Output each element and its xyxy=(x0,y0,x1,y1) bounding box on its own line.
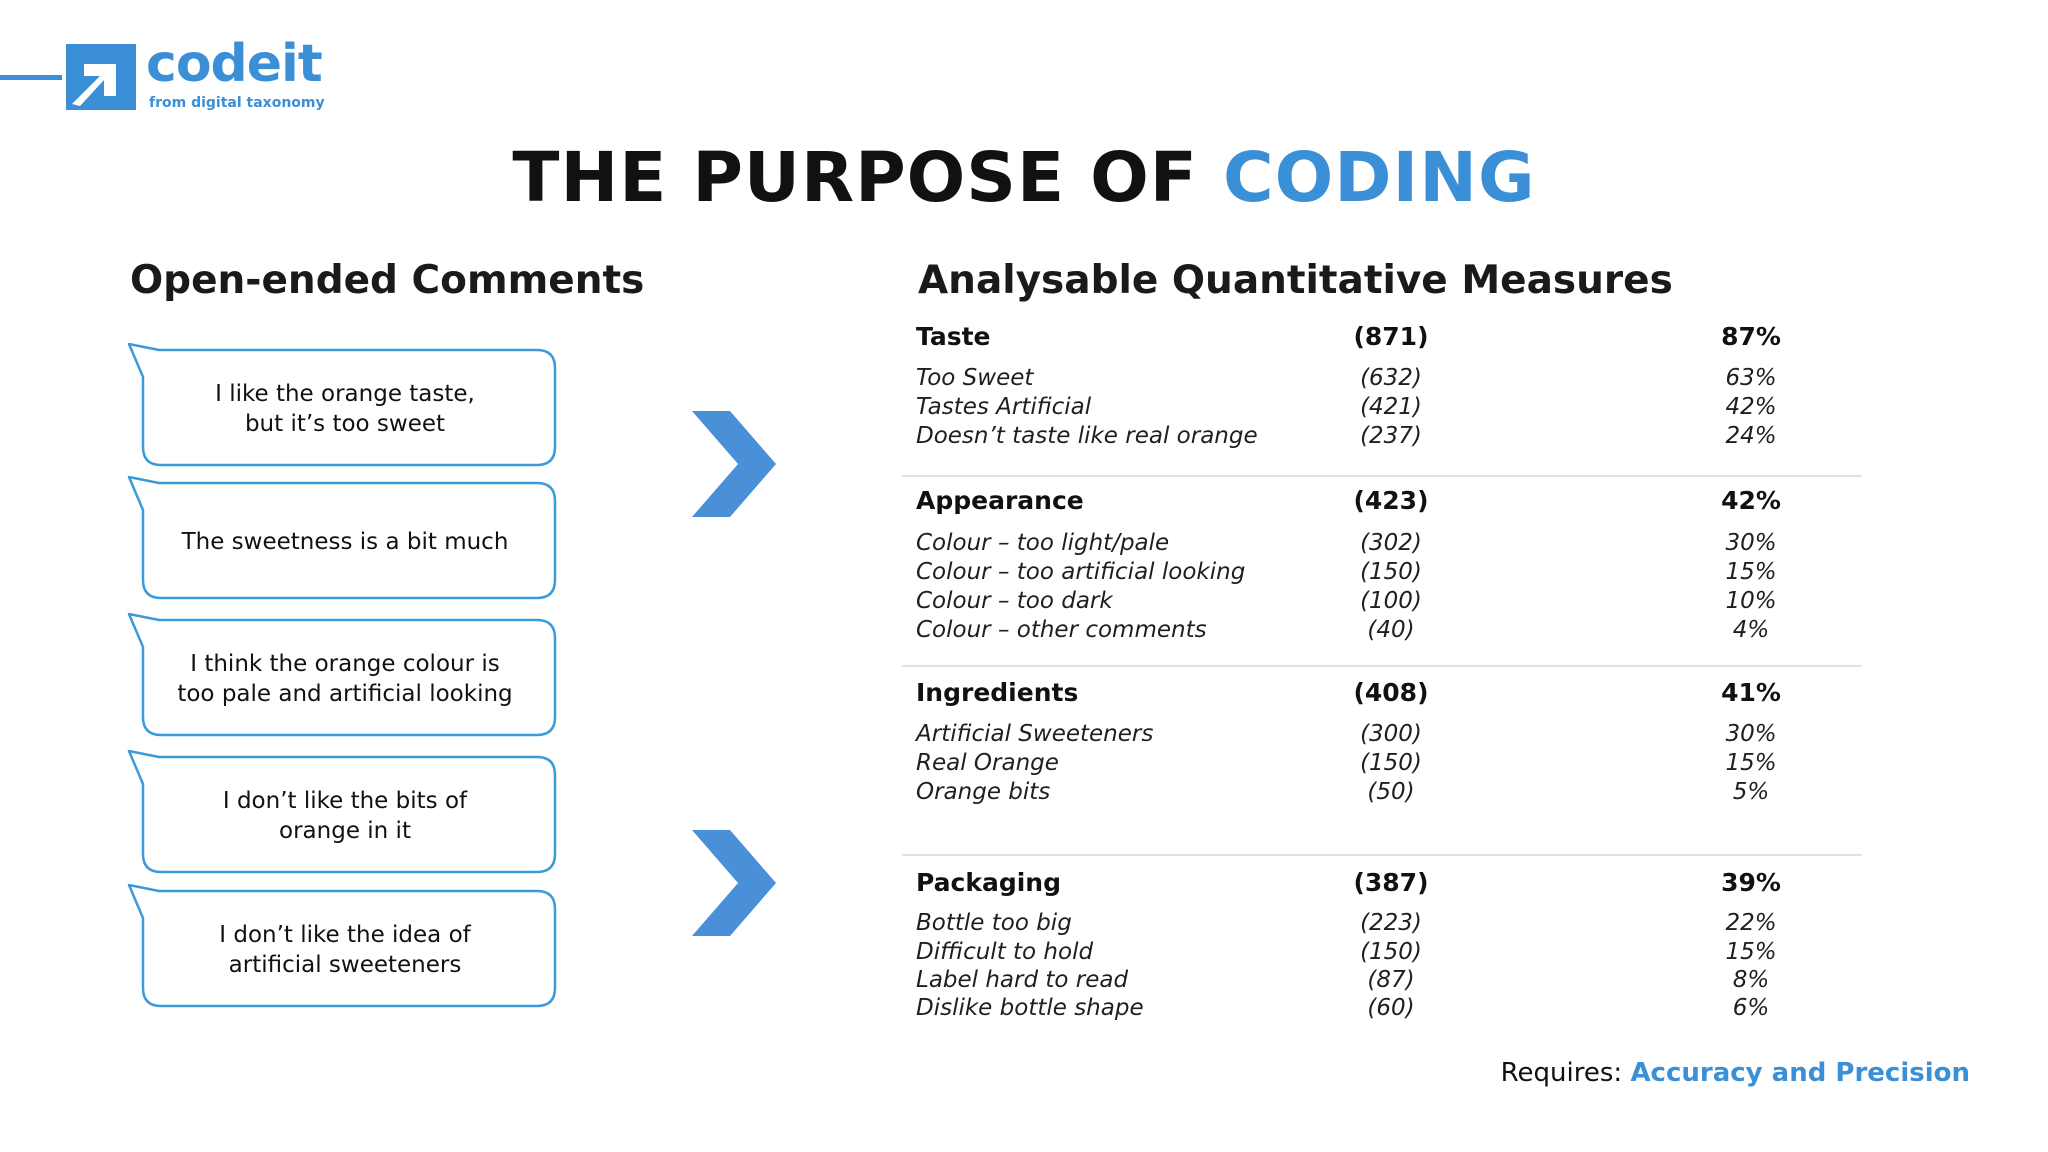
logo-accent-line xyxy=(0,75,62,80)
measure-name: Appearance xyxy=(916,486,1084,515)
item-percent: 8% xyxy=(1732,967,1770,993)
comment-text: I don’t like the idea of artificial sweet… xyxy=(145,892,545,1008)
speech-bubble-shape xyxy=(127,884,557,1008)
item-count: (40) xyxy=(1367,617,1415,643)
item-percent: 4% xyxy=(1732,617,1770,643)
item-count: (150) xyxy=(1360,559,1422,585)
speech-bubble-shape xyxy=(127,613,557,737)
item-count: (302) xyxy=(1360,530,1422,556)
open-ended-heading: Open-ended Comments xyxy=(130,258,645,303)
comment-bubble: I don’t like the bits of orange in it xyxy=(127,750,559,878)
title-part1: THE PURPOSE OF xyxy=(512,138,1198,218)
item-count: (50) xyxy=(1367,779,1415,805)
comment-bubble: The sweetness is a bit much xyxy=(127,476,559,604)
chevron-right-icon xyxy=(692,411,776,517)
quantitative-heading: Analysable Quantitative Measures xyxy=(918,258,1673,303)
comment-line: orange in it xyxy=(279,818,411,844)
measure-percent: 87% xyxy=(1721,322,1781,351)
measure-percent: 39% xyxy=(1721,868,1781,897)
item-name: Colour – too dark xyxy=(916,588,1113,614)
logo-arrow-icon xyxy=(66,44,136,110)
item-percent: 15% xyxy=(1725,939,1777,965)
comment-line: The sweetness is a bit much xyxy=(181,529,509,555)
logo-tagline: from digital taxonomy xyxy=(149,95,325,111)
item-name: Real Orange xyxy=(916,750,1059,776)
comment-text: The sweetness is a bit much xyxy=(145,484,545,600)
item-count: (100) xyxy=(1360,588,1422,614)
row-divider xyxy=(902,854,1862,856)
measure-count: (408) xyxy=(1353,678,1429,707)
item-count: (421) xyxy=(1360,394,1422,420)
comment-line: too pale and artificial looking xyxy=(177,681,513,707)
comment-line: I think the orange colour is xyxy=(190,651,500,677)
comment-line: artificial sweeteners xyxy=(228,952,462,978)
comment-bubble: I like the orange taste, but it’s too swe… xyxy=(127,343,559,471)
item-name: Bottle too big xyxy=(916,910,1072,936)
measure-percent: 42% xyxy=(1721,486,1781,515)
measure-name: Ingredients xyxy=(916,678,1079,707)
item-count: (150) xyxy=(1360,939,1422,965)
measure-percent: 41% xyxy=(1721,678,1781,707)
measures-table: Taste (871) 87% Too Sweet (632) 63% Tast… xyxy=(902,0,1902,1152)
measure-count: (871) xyxy=(1353,322,1429,351)
item-name: Colour – other comments xyxy=(916,617,1207,643)
item-name: Orange bits xyxy=(916,779,1051,805)
logo-wordmark: codeit xyxy=(146,34,323,94)
comment-line: I don’t like the idea of xyxy=(219,922,471,948)
item-count: (632) xyxy=(1360,365,1422,391)
item-percent: 6% xyxy=(1732,995,1770,1021)
measure-name: Taste xyxy=(916,322,991,351)
item-count: (60) xyxy=(1367,995,1415,1021)
item-percent: 30% xyxy=(1725,530,1777,556)
slide-title: THE PURPOSE OF CODING xyxy=(0,138,2048,218)
row-divider xyxy=(902,475,1862,477)
measure-count: (423) xyxy=(1353,486,1429,515)
requires-note: Requires: Accuracy and Precision xyxy=(1501,1058,1970,1088)
speech-bubble-shape xyxy=(127,750,557,874)
comment-text: I don’t like the bits of orange in it xyxy=(145,758,545,874)
chevron-right-icon xyxy=(692,830,776,936)
speech-bubble-shape xyxy=(127,476,557,600)
item-count: (223) xyxy=(1360,910,1422,936)
title-part2: CODING xyxy=(1222,138,1536,218)
speech-bubble-shape xyxy=(127,343,557,467)
item-name: Doesn’t taste like real orange xyxy=(916,423,1258,449)
item-name: Label hard to read xyxy=(916,967,1129,993)
item-name: Dislike bottle shape xyxy=(916,995,1144,1021)
comment-line: but it’s too sweet xyxy=(244,411,446,437)
item-percent: 42% xyxy=(1725,394,1777,420)
item-percent: 5% xyxy=(1732,779,1770,805)
item-name: Tastes Artificial xyxy=(916,394,1092,420)
item-name: Difficult to hold xyxy=(916,939,1094,965)
comment-bubble: I think the orange colour is too pale and… xyxy=(127,613,559,741)
comment-line: I don’t like the bits of xyxy=(222,788,468,814)
item-count: (150) xyxy=(1360,750,1422,776)
measure-count: (387) xyxy=(1353,868,1429,897)
requires-value: Accuracy and Precision xyxy=(1630,1058,1970,1088)
item-percent: 15% xyxy=(1725,750,1777,776)
item-percent: 22% xyxy=(1725,910,1777,936)
item-count: (87) xyxy=(1367,967,1415,993)
item-name: Colour – too light/pale xyxy=(916,530,1170,556)
row-divider xyxy=(902,665,1862,667)
requires-label: Requires: xyxy=(1500,1058,1623,1088)
item-percent: 30% xyxy=(1725,721,1777,747)
item-name: Too Sweet xyxy=(916,365,1034,391)
comment-bubble: I don’t like the idea of artificial sweet… xyxy=(127,884,559,1012)
item-percent: 10% xyxy=(1725,588,1777,614)
item-count: (237) xyxy=(1360,423,1422,449)
comment-text: I think the orange colour is too pale and… xyxy=(145,621,545,737)
measure-name: Packaging xyxy=(916,868,1061,897)
item-name: Colour – too artificial looking xyxy=(916,559,1246,585)
item-name: Artificial Sweeteners xyxy=(916,721,1154,747)
item-count: (300) xyxy=(1360,721,1422,747)
item-percent: 24% xyxy=(1725,423,1777,449)
comment-line: I like the orange taste, xyxy=(215,381,475,407)
item-percent: 63% xyxy=(1725,365,1777,391)
item-percent: 15% xyxy=(1725,559,1777,585)
comment-text: I like the orange taste, but it’s too swe… xyxy=(145,351,545,467)
